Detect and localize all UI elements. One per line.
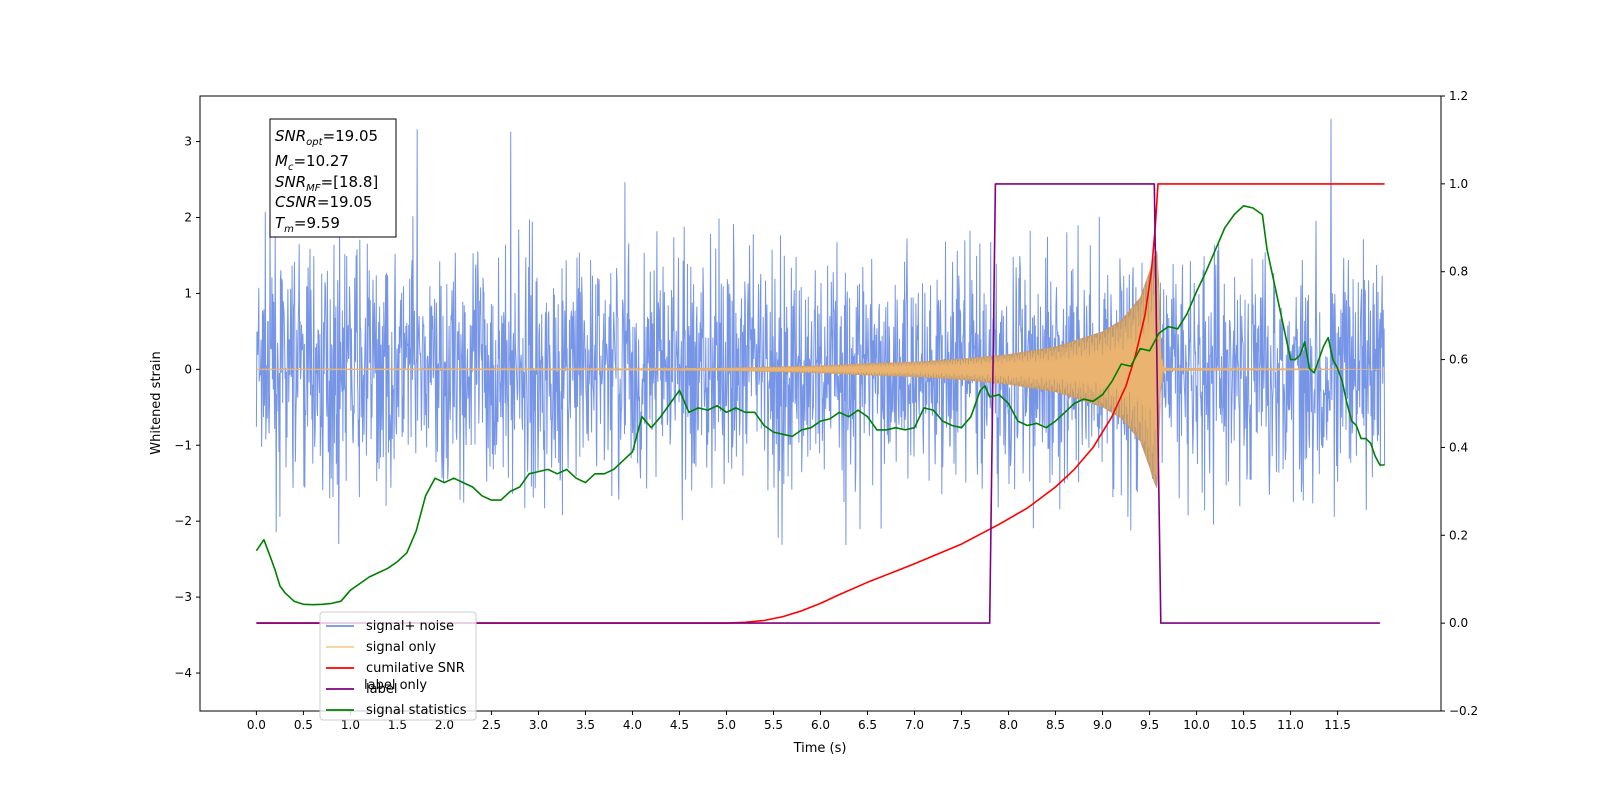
annotation-box: SNRopt=19.05 Mc=10.27 SNRMF=[18.8] CSNR=…: [269, 118, 397, 238]
y-tick-label-right: 0.0: [1449, 616, 1468, 630]
annotation-mc: Mc=10.27: [275, 152, 349, 173]
y-tick-label-right: −0.2: [1449, 704, 1478, 718]
annotation-csnr: CSNR=19.05: [275, 193, 372, 211]
y-tick-label-left: −1: [174, 438, 192, 452]
y-tick-label-left: 0: [184, 362, 192, 376]
y-tick-label-right: 1.0: [1449, 177, 1468, 191]
y-tick-label-right: 0.2: [1449, 528, 1468, 542]
y-tick-label-right: 0.6: [1449, 353, 1468, 367]
x-tick-label: 4.0: [623, 718, 642, 732]
x-tick-label: 7.0: [905, 718, 924, 732]
x-tick-label: 6.5: [858, 718, 877, 732]
axis-ticks: 0.0 0.5 1.0 1.5 2.0 2.5 3.0 3.5 4.0 4.5 5.0 5.5 6.0 6…: [174, 89, 1478, 732]
x-tick-label: 7.5: [952, 718, 971, 732]
x-tick-label: 11.0: [1277, 718, 1304, 732]
x-tick-label: 2.0: [435, 718, 454, 732]
y-tick-label-right: 1.2: [1449, 89, 1468, 103]
y-tick-label-right: 0.8: [1449, 265, 1468, 279]
series-cumulative-snr: [256, 183, 1385, 624]
x-tick-label: 11.5: [1324, 718, 1351, 732]
annotation-tm: Tm=9.59: [275, 214, 340, 235]
x-tick-label: 1.5: [388, 718, 407, 732]
annotation-snr-mf: SNRMF=[18.8]: [275, 173, 378, 194]
x-tick-label: 9.0: [1093, 718, 1112, 732]
x-tick-label: 3.0: [529, 718, 548, 732]
x-tick-label: 9.5: [1140, 718, 1159, 732]
annotation-snr-opt: SNRopt=19.05: [275, 127, 378, 148]
legend-hidden-entry: label only: [364, 678, 427, 693]
x-tick-label: 0.0: [247, 718, 266, 732]
x-tick-label: 8.0: [999, 718, 1018, 732]
legend-entry: cumilative SNR: [366, 661, 465, 676]
y-tick-label-left: 3: [184, 135, 192, 149]
x-tick-label: 10.0: [1183, 718, 1210, 732]
y-tick-label-left: −2: [174, 514, 192, 528]
y-tick-label-left: −4: [174, 666, 192, 680]
legend-entry: signal only: [366, 640, 436, 655]
series-signal-only: [256, 253, 1385, 483]
legend-entry: label: [366, 682, 397, 697]
series-signal-noise: [255, 118, 1386, 546]
x-tick-label: 2.5: [482, 718, 501, 732]
series-label: [256, 183, 1380, 624]
y-tick-label-left: 1: [184, 286, 192, 300]
plot-area: [255, 118, 1386, 624]
legend-entry: signal statistics: [366, 703, 467, 718]
y-tick-label-left: −3: [174, 590, 192, 604]
x-axis-label: Time (s): [793, 741, 847, 756]
x-tick-label: 1.0: [341, 718, 360, 732]
y-tick-label-left: 2: [184, 210, 192, 224]
x-tick-label: 5.5: [764, 718, 783, 732]
x-tick-label: 6.0: [811, 718, 830, 732]
annotation-frame: [269, 118, 397, 238]
legend-entry: signal+ noise: [366, 619, 454, 634]
y-axis-label: Whitened strain: [149, 351, 164, 454]
x-tick-label: 10.5: [1230, 718, 1257, 732]
x-tick-label: 5.0: [717, 718, 736, 732]
x-tick-label: 3.5: [576, 718, 595, 732]
series-signal-statistics: [255, 205, 1385, 606]
x-tick-label: 4.5: [670, 718, 689, 732]
x-tick-label: 0.5: [294, 718, 313, 732]
y-tick-label-right: 0.4: [1449, 440, 1468, 454]
legend: label only signal+ noise signal only cumil…: [319, 611, 477, 721]
x-tick-label: 8.5: [1046, 718, 1065, 732]
legend-frame: [319, 611, 477, 721]
